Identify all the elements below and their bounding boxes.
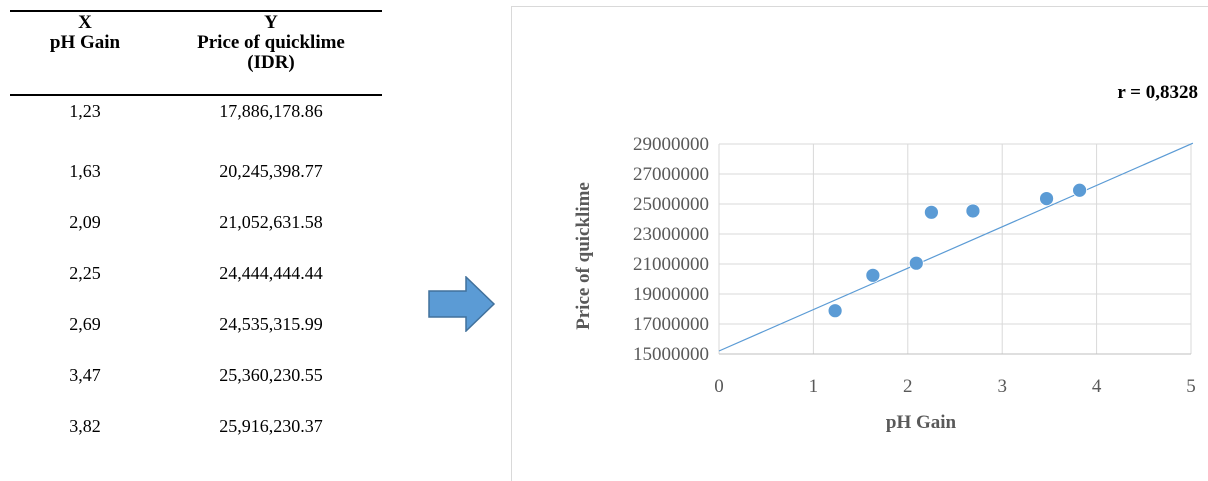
data-point <box>923 204 939 220</box>
header-x-label: pH Gain <box>49 32 121 53</box>
table-row: 2,69 24,535,315.99 <box>10 312 382 342</box>
data-point <box>965 203 981 219</box>
header-y: Y Price of quicklime (IDR) <box>160 13 382 73</box>
cell-ph-gain: 2,69 <box>69 314 101 334</box>
data-point <box>827 303 843 319</box>
gridlines <box>718 143 1192 355</box>
cell-price: 24,535,315.99 <box>219 314 323 334</box>
x-tick-label: 4 <box>1092 376 1102 397</box>
table-row: 3,47 25,360,230.55 <box>10 363 382 393</box>
x-tick-label: 3 <box>997 376 1007 397</box>
table-row: 1,63 20,245,398.77 <box>10 159 382 189</box>
cell-ph-gain: 1,23 <box>69 101 101 121</box>
y-tick-labels: 15000000 17000000 19000000 21000000 23000000… <box>633 134 709 365</box>
x-tick-label: 1 <box>809 376 819 397</box>
header-y-unit: (IDR) <box>247 52 295 73</box>
header-x: X pH Gain <box>10 13 160 53</box>
header-y-label: Price of quicklime <box>197 32 345 53</box>
table-row: 2,25 24,444,444.44 <box>10 261 382 291</box>
x-axis-title: pH Gain <box>886 412 957 433</box>
y-tick-label: 29000000 <box>633 134 709 155</box>
table-row: 2,09 21,052,631.58 <box>10 210 382 240</box>
cell-ph-gain: 3,82 <box>69 416 101 436</box>
header-x-symbol: X <box>78 12 92 33</box>
data-point <box>1039 191 1054 206</box>
x-tick-label: 5 <box>1186 376 1196 397</box>
x-tick-label: 0 <box>714 376 724 397</box>
table-top-rule <box>10 10 382 12</box>
y-tick-label: 25000000 <box>633 194 709 215</box>
data-points <box>827 182 1088 319</box>
table-header-rule <box>10 94 382 96</box>
scatter-chart: 15000000 17000000 19000000 21000000 23000000… <box>573 82 1198 433</box>
cell-price: 25,916,230.37 <box>219 416 323 436</box>
y-tick-label: 19000000 <box>633 284 709 305</box>
right-arrow-icon <box>428 276 496 332</box>
y-tick-label: 21000000 <box>633 254 709 275</box>
cell-ph-gain: 2,09 <box>69 212 101 232</box>
y-tick-label: 17000000 <box>633 314 709 335</box>
cell-price: 25,360,230.55 <box>219 365 323 385</box>
correlation-annotation: r = 0,8328 <box>1117 82 1198 103</box>
data-point <box>1072 182 1088 198</box>
y-tick-label: 15000000 <box>633 344 709 365</box>
trendline-layer <box>718 142 1194 352</box>
cell-price: 20,245,398.77 <box>219 161 323 181</box>
chart-panel: 15000000 17000000 19000000 21000000 23000000… <box>511 6 1208 481</box>
table-row: 3,82 25,916,230.37 <box>10 414 382 444</box>
x-tick-labels: 0 1 2 3 4 5 <box>714 376 1196 397</box>
header-y-symbol: Y <box>264 12 278 33</box>
cell-ph-gain: 3,47 <box>69 365 101 385</box>
y-tick-label: 23000000 <box>633 224 709 245</box>
trendline <box>718 142 1194 352</box>
cell-ph-gain: 2,25 <box>69 263 101 283</box>
cell-price: 24,444,444.44 <box>219 263 323 283</box>
table-row: 1,23 17,886,178.86 <box>10 99 382 129</box>
data-point <box>908 255 924 271</box>
y-tick-label: 27000000 <box>633 164 709 185</box>
cell-price: 17,886,178.86 <box>219 101 323 121</box>
data-point <box>865 267 881 283</box>
y-axis-title: Price of quicklime <box>573 182 594 330</box>
x-tick-label: 2 <box>903 376 913 397</box>
cell-ph-gain: 1,63 <box>69 161 101 181</box>
cell-price: 21,052,631.58 <box>219 212 323 232</box>
